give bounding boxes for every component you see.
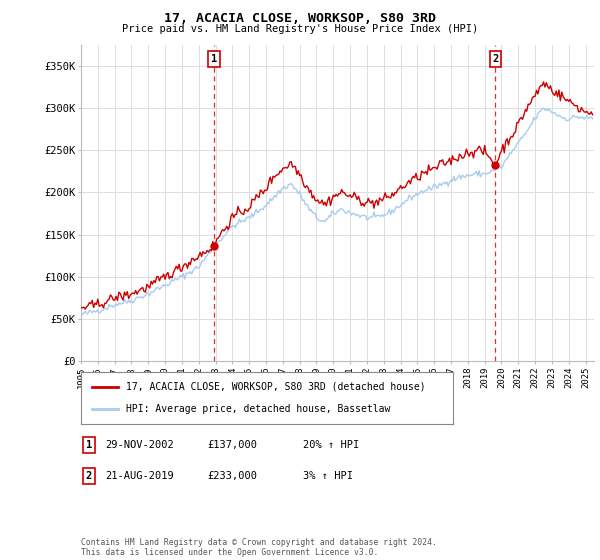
Text: 3% ↑ HPI: 3% ↑ HPI (303, 471, 353, 481)
Text: £137,000: £137,000 (207, 440, 257, 450)
Text: 1: 1 (86, 440, 92, 450)
Text: Price paid vs. HM Land Registry's House Price Index (HPI): Price paid vs. HM Land Registry's House … (122, 24, 478, 34)
Text: 17, ACACIA CLOSE, WORKSOP, S80 3RD (detached house): 17, ACACIA CLOSE, WORKSOP, S80 3RD (deta… (125, 382, 425, 392)
Text: 21-AUG-2019: 21-AUG-2019 (105, 471, 174, 481)
Text: HPI: Average price, detached house, Bassetlaw: HPI: Average price, detached house, Bass… (125, 404, 390, 414)
Text: £233,000: £233,000 (207, 471, 257, 481)
Text: 2: 2 (493, 54, 499, 64)
Text: 2: 2 (86, 471, 92, 481)
Text: 17, ACACIA CLOSE, WORKSOP, S80 3RD: 17, ACACIA CLOSE, WORKSOP, S80 3RD (164, 12, 436, 25)
Text: Contains HM Land Registry data © Crown copyright and database right 2024.
This d: Contains HM Land Registry data © Crown c… (81, 538, 437, 557)
Text: 20% ↑ HPI: 20% ↑ HPI (303, 440, 359, 450)
Text: 29-NOV-2002: 29-NOV-2002 (105, 440, 174, 450)
Text: 1: 1 (211, 54, 217, 64)
